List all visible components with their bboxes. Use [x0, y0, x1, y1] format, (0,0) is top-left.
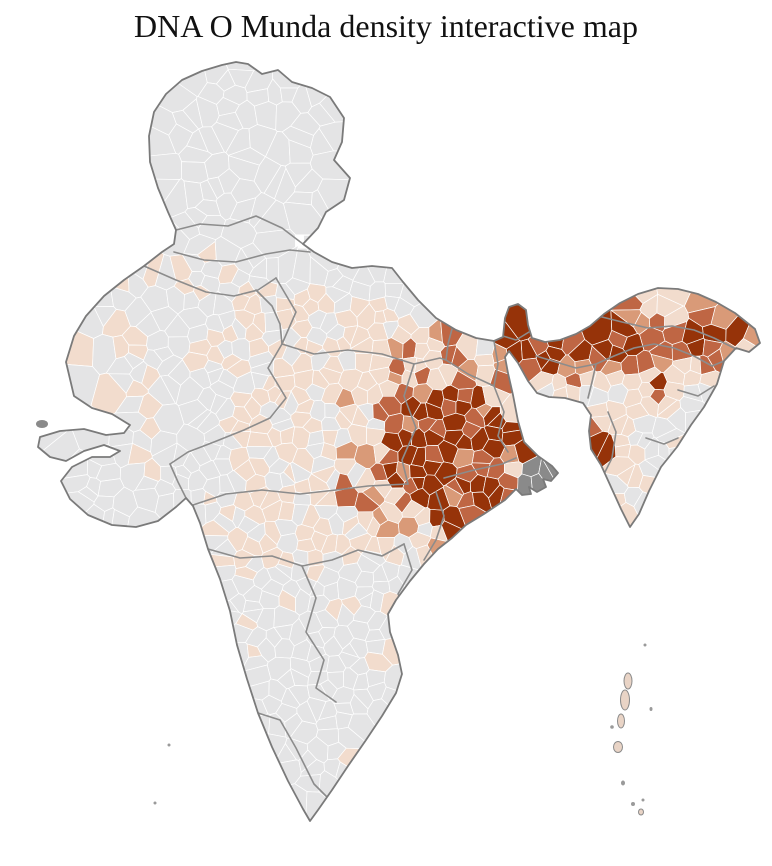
- state-border-bihar-wb: [493, 340, 499, 387]
- state-border-haryana-up: [255, 289, 283, 345]
- state-border-bihar-jharkhand: [445, 359, 495, 387]
- state-border-sikkim-base: [502, 331, 530, 341]
- district-cell[interactable]: [194, 199, 221, 217]
- state-border-up-mp: [281, 343, 447, 365]
- districts-layer[interactable]: [22, 39, 772, 828]
- district-cell[interactable]: [271, 58, 314, 89]
- state-border-mh-south: [207, 543, 405, 567]
- district-cell[interactable]: [217, 642, 249, 682]
- state-border-tn-kerala: [257, 712, 331, 801]
- state-border-meghalaya-east: [587, 363, 597, 399]
- district-cell[interactable]: [473, 353, 495, 367]
- island: [623, 672, 633, 690]
- state-border-cg-odisha: [423, 491, 445, 561]
- state-border-raj-east: [169, 277, 297, 465]
- state-borders-layer: [143, 215, 735, 801]
- island: [641, 798, 645, 802]
- district-cell[interactable]: [668, 442, 700, 477]
- district-cell[interactable]: [607, 275, 644, 311]
- island: [620, 689, 630, 711]
- district-cell[interactable]: [610, 309, 638, 338]
- district-cell[interactable]: [633, 491, 669, 530]
- state-border-mp-cg: [401, 363, 417, 485]
- state-border-tripura-east: [603, 411, 617, 475]
- district-cell[interactable]: [98, 256, 130, 293]
- district-cell[interactable]: [615, 443, 632, 458]
- state-border-mh-north: [192, 483, 409, 506]
- state-border-assam-arunachal: [597, 315, 735, 349]
- district-cell[interactable]: [181, 161, 209, 184]
- island: [167, 743, 171, 747]
- state-border-jharkhand-wb: [493, 385, 509, 453]
- district-cell[interactable]: [383, 249, 420, 284]
- state-border-hp-south: [173, 249, 311, 263]
- district-cell[interactable]: [71, 503, 105, 542]
- island: [613, 741, 623, 753]
- state-border-jharkhand-odisha: [443, 457, 517, 479]
- island: [643, 643, 647, 647]
- island: [621, 780, 625, 786]
- island: [610, 725, 614, 729]
- island: [649, 707, 653, 711]
- state-border-punjab-raj: [143, 265, 277, 297]
- india-outline: [37, 61, 761, 822]
- page-title: DNA O Munda density interactive map: [134, 8, 638, 44]
- island: [631, 802, 635, 806]
- district-cell[interactable]: [274, 783, 308, 827]
- state-border-jk-south: [175, 215, 304, 245]
- island: [617, 713, 625, 729]
- district-cell[interactable]: [77, 273, 114, 308]
- district-cell[interactable]: [137, 152, 182, 180]
- island: [153, 801, 157, 805]
- district-cell[interactable]: [305, 791, 339, 828]
- state-border-ka-ap: [301, 565, 337, 703]
- district-cell[interactable]: [49, 362, 100, 407]
- state-border-assam-south: [535, 343, 725, 369]
- state-border-guj-raj: [169, 463, 187, 499]
- state-border-naga-manipur: [677, 385, 715, 397]
- state-border-up-bihar: [445, 328, 453, 361]
- state-border-manipur-mizo: [645, 437, 679, 445]
- district-cell[interactable]: [213, 512, 237, 533]
- island: [36, 420, 48, 428]
- island: [638, 808, 644, 816]
- islands-layer: [36, 420, 653, 816]
